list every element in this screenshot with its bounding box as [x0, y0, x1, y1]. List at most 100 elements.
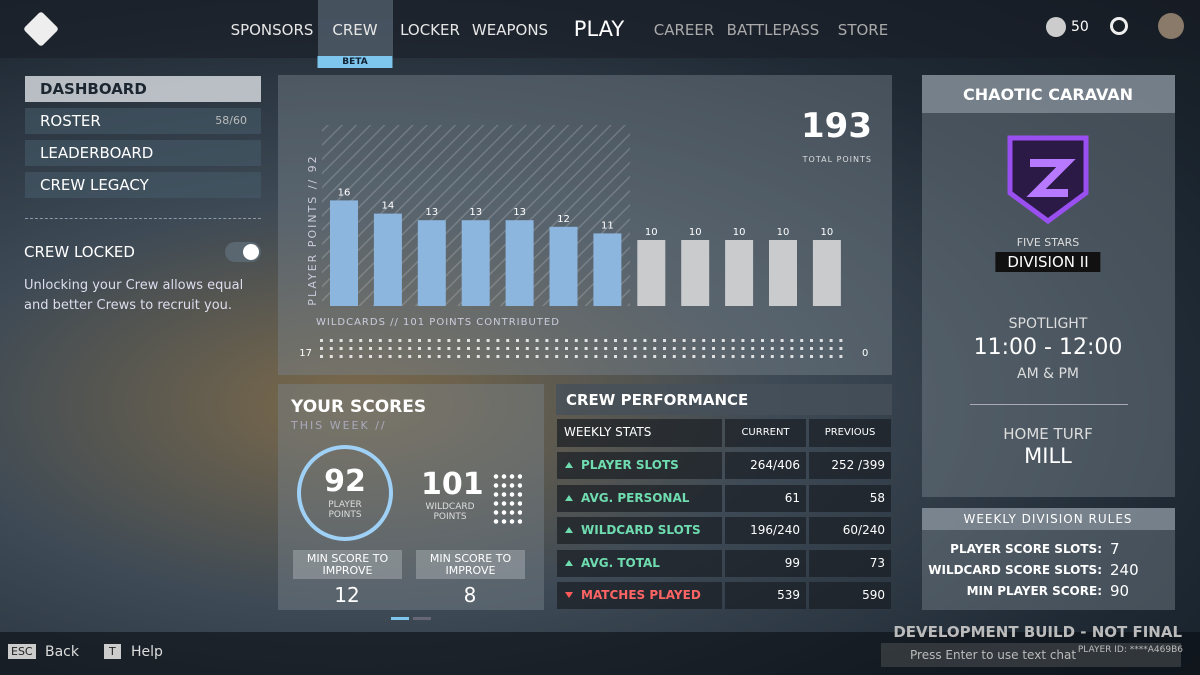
wildcard-dot — [682, 339, 686, 342]
wildcard-dot — [741, 339, 745, 342]
wildcard-dot — [721, 347, 725, 350]
header-cell: WEEKLY STATS — [557, 419, 722, 447]
rules-title: WEEKLY DIVISION RULES — [963, 512, 1133, 526]
wildcard-dot — [829, 339, 833, 342]
settings[interactable] — [1110, 17, 1128, 35]
wildcard-dot — [408, 347, 412, 350]
spotlight-time: 11:00 - 12:00 — [973, 335, 1123, 360]
key[interactable]: ESC — [8, 644, 36, 659]
total-label: TOTAL POINTS — [802, 155, 872, 164]
wildcard-dot — [672, 355, 676, 358]
bar — [461, 220, 490, 306]
bar — [725, 240, 754, 306]
player-ring — [297, 445, 393, 541]
key[interactable]: T — [104, 644, 121, 659]
menu-item[interactable]: DASHBOARD — [25, 76, 261, 102]
wildcard-dot — [800, 339, 804, 342]
axis-label: PLAYER POINTS // 92 — [306, 154, 319, 305]
rules-header — [922, 508, 1175, 530]
wildcard-dot — [731, 339, 735, 342]
wildcard-dot — [672, 347, 676, 350]
wildcard-dot — [506, 339, 510, 342]
wildcard-dot — [731, 347, 735, 350]
roster-count: 58/60 — [215, 114, 247, 127]
bar — [549, 226, 578, 306]
nav-item[interactable]: WEAPONS — [471, 21, 549, 39]
wildcard-dot — [545, 339, 549, 342]
wildcard-dot — [594, 355, 598, 358]
wildcard-dot — [476, 355, 480, 358]
page-dot[interactable] — [413, 617, 431, 620]
menu-item[interactable]: LEADERBOARD — [25, 140, 261, 166]
perf-header — [556, 384, 892, 415]
bar-label: 11 — [601, 220, 614, 231]
currency: 50 — [1071, 19, 1089, 35]
footer-action[interactable]: Help — [131, 644, 163, 660]
avatar[interactable] — [1158, 13, 1184, 39]
wildcard-dot — [604, 355, 608, 358]
wildcard-dot — [359, 347, 363, 350]
play-button[interactable]: PLAY — [573, 17, 625, 41]
wildcard-dot — [418, 339, 421, 342]
wildcard-dot — [574, 355, 578, 358]
nav-locked[interactable]: STORE — [837, 21, 889, 39]
bar — [637, 240, 666, 306]
wildcard-dot — [545, 355, 549, 358]
home-turf-label: HOME TURF — [1003, 425, 1093, 443]
wildcard-dot — [574, 339, 578, 342]
stat-cell: AVG. PERSONAL — [557, 484, 722, 512]
wildcard-dot — [780, 347, 784, 350]
wildcard-dot — [751, 355, 755, 358]
stat-cell: MATCHES PLAYED — [557, 582, 722, 609]
wildcard-dot — [447, 347, 451, 350]
current-cell: 196/240 — [725, 517, 806, 544]
bar — [593, 233, 622, 306]
toggle[interactable] — [225, 242, 261, 262]
wildcard-dot — [702, 347, 706, 350]
stat-name: WILDCARD SLOTS — [581, 523, 701, 537]
wildcard-dot — [437, 355, 441, 358]
wildcard-dot — [516, 339, 519, 342]
trend-icon — [565, 527, 573, 533]
rule-value: 7 — [1110, 540, 1120, 558]
wildcard-dot — [584, 347, 588, 350]
bar-label: 14 — [382, 201, 395, 212]
wildcard-dot — [555, 347, 559, 350]
nav-item[interactable]: LOCKER — [400, 21, 460, 39]
trend-icon — [565, 559, 573, 566]
wildcard-dot — [457, 339, 461, 342]
wildcards-start: 17 — [299, 348, 312, 359]
page-dot[interactable] — [391, 617, 409, 620]
home-turf: MILL — [1024, 444, 1072, 468]
wildcard-dot — [320, 355, 323, 358]
nav-locked[interactable]: BATTLEPASS — [726, 21, 820, 39]
bar-label: 10 — [733, 227, 746, 238]
menu-item[interactable]: ROSTER 58/60 — [25, 108, 261, 134]
wildcard-dot — [839, 355, 843, 358]
wildcard-dot — [525, 339, 529, 342]
wildcard-dot — [810, 339, 813, 342]
wildcard-dot — [741, 347, 745, 350]
wildcard-dot — [427, 355, 431, 358]
current-cell: 264/406 — [725, 452, 806, 479]
wildcard-dot — [378, 355, 382, 358]
nav-item[interactable]: CREW — [332, 21, 378, 39]
wildcard-points: 101 — [421, 467, 484, 502]
menu-item[interactable]: CREW LEGACY — [25, 172, 261, 198]
wildcard-dot — [476, 339, 480, 342]
wildcard-dot — [770, 347, 774, 350]
wildcard-dot — [653, 339, 657, 342]
wildcard-dot — [780, 355, 784, 358]
min-player: 12 — [334, 583, 360, 607]
stat-cell: WILDCARD SLOTS — [557, 517, 722, 544]
nav-item[interactable]: SPONSORS — [230, 21, 314, 39]
chat-box[interactable] — [881, 643, 1181, 667]
nav-locked[interactable]: CAREER — [653, 21, 715, 39]
bar — [505, 220, 534, 306]
footer-action[interactable]: Back — [45, 644, 79, 660]
trend-icon — [565, 494, 573, 501]
current-cell: 539 — [725, 582, 806, 609]
wildcard-dot — [682, 347, 686, 350]
bar-label: 12 — [557, 214, 570, 225]
wildcards-label: WILDCARDS // 101 POINTS CONTRIBUTED — [316, 317, 560, 328]
